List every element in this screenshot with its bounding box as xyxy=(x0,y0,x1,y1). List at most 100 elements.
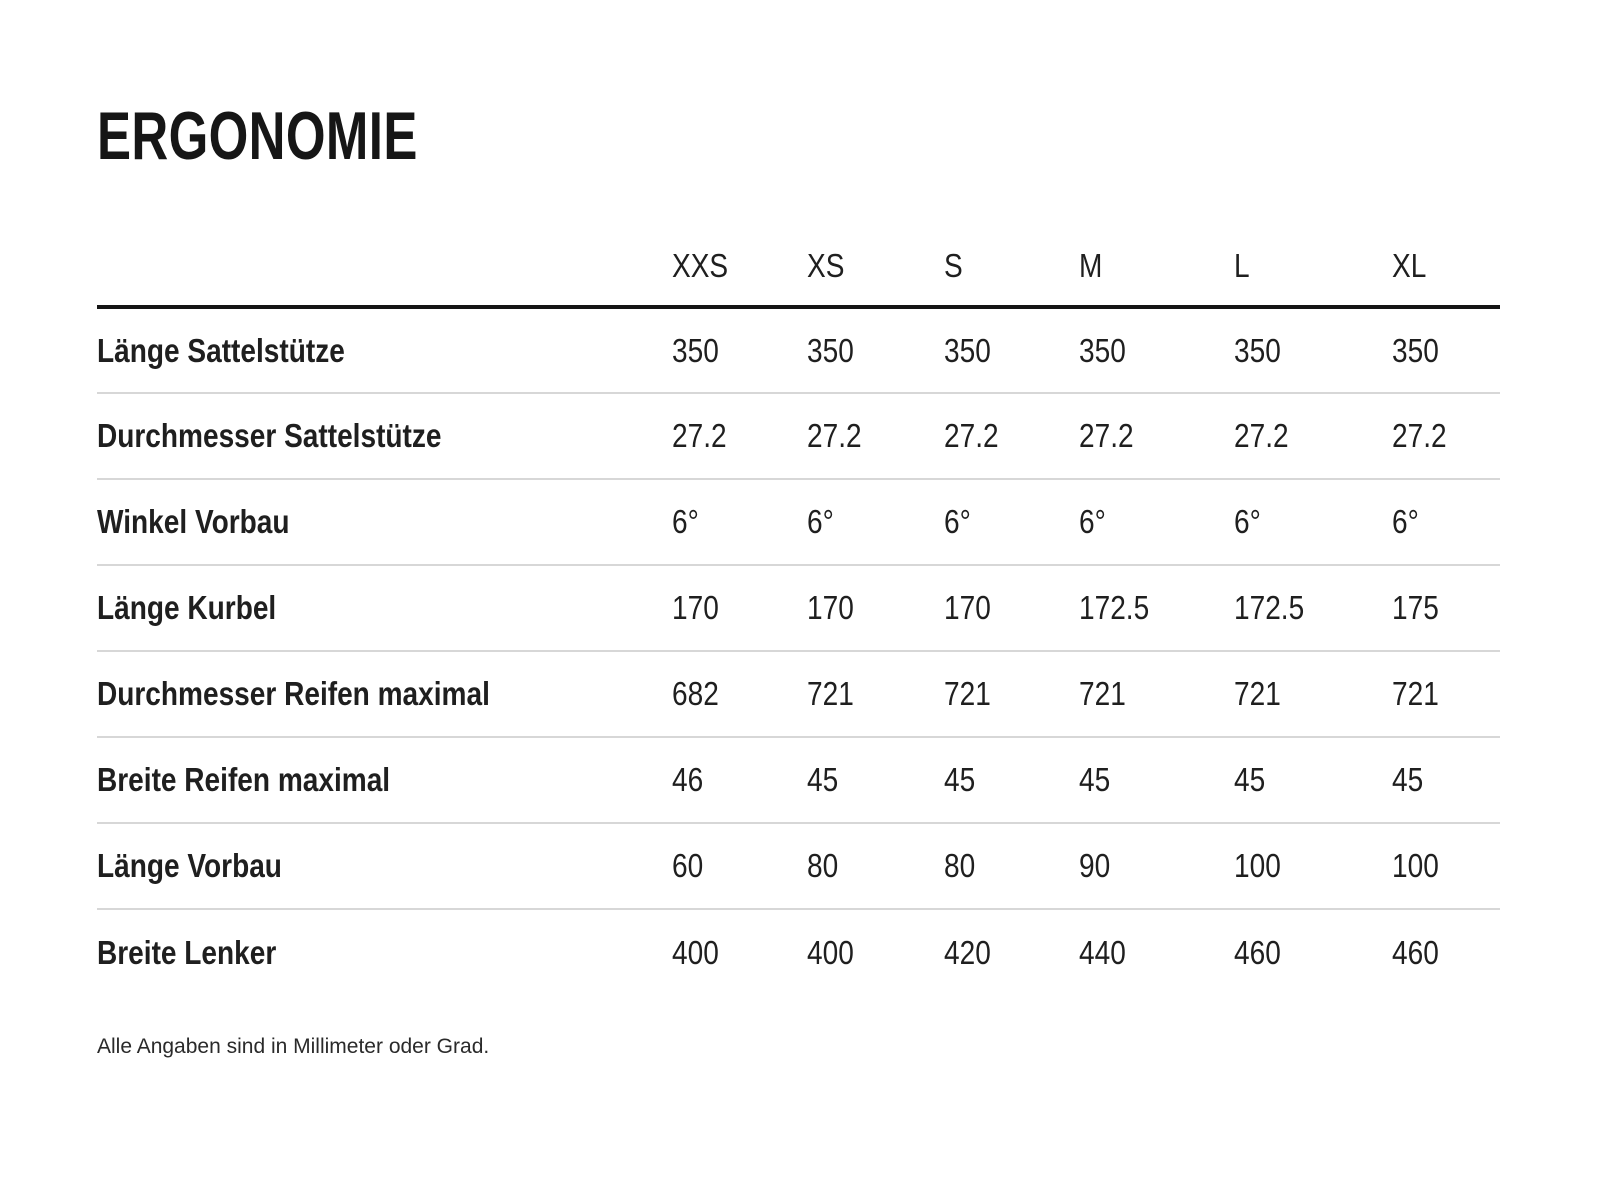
spec-value: 6° xyxy=(1234,479,1392,566)
spec-value: 6° xyxy=(672,479,807,566)
spec-value: 721 xyxy=(1234,651,1392,738)
spec-value-text: 6° xyxy=(1234,503,1261,540)
row-label-text: Breite Reifen maximal xyxy=(97,761,391,798)
footnote: Alle Angaben sind in Millimeter oder Gra… xyxy=(97,1035,490,1058)
spec-value-text: 172.5 xyxy=(1079,589,1150,626)
spec-value: 27.2 xyxy=(672,393,807,480)
spec-value: 100 xyxy=(1234,823,1392,910)
spec-value-text: 27.2 xyxy=(944,417,999,454)
spec-value-text: 6° xyxy=(807,503,834,540)
spec-value: 6° xyxy=(807,479,944,566)
row-label-text: Winkel Vorbau xyxy=(97,503,290,540)
row-label-text: Durchmesser Sattelstütze xyxy=(97,417,442,454)
ergonomics-spec-table: XXS XS S M L XL Länge Sattelstütze 350 3… xyxy=(97,226,1500,995)
spec-value-text: 350 xyxy=(944,331,991,369)
spec-value: 6° xyxy=(1392,479,1500,566)
spec-value-text: 100 xyxy=(1234,847,1281,884)
row-label: Winkel Vorbau xyxy=(97,479,672,566)
spec-value-text: 460 xyxy=(1392,933,1439,971)
column-header-label: L xyxy=(1234,246,1250,284)
spec-value-text: 350 xyxy=(1234,331,1281,369)
spec-value: 45 xyxy=(807,737,944,824)
spec-value-text: 45 xyxy=(1392,761,1424,798)
table-row: Länge Vorbau 60 80 80 90 100 100 xyxy=(97,823,1500,910)
spec-value: 175 xyxy=(1392,565,1500,652)
spec-value-text: 170 xyxy=(807,589,854,626)
spec-value: 172.5 xyxy=(1079,565,1234,652)
spec-value: 350 xyxy=(944,307,1079,394)
spec-value-text: 440 xyxy=(1079,933,1126,971)
row-label-text: Länge Vorbau xyxy=(97,847,282,884)
row-label: Durchmesser Reifen maximal xyxy=(97,651,672,738)
spec-value-text: 350 xyxy=(672,331,719,369)
table-row: Durchmesser Sattelstütze 27.2 27.2 27.2 … xyxy=(97,393,1500,480)
column-header-label: XS xyxy=(807,246,845,284)
spec-value: 460 xyxy=(1392,909,1500,995)
spec-value: 100 xyxy=(1392,823,1500,910)
column-header-xxs: XXS xyxy=(672,226,807,309)
spec-value: 721 xyxy=(944,651,1079,738)
spec-value-text: 27.2 xyxy=(672,417,727,454)
spec-value: 170 xyxy=(944,565,1079,652)
spec-value-text: 721 xyxy=(1234,675,1281,712)
row-label-text: Länge Sattelstütze xyxy=(97,331,345,369)
column-header-xs: XS xyxy=(807,226,944,309)
spec-value-text: 350 xyxy=(1079,331,1126,369)
spec-value: 45 xyxy=(1392,737,1500,824)
spec-value-text: 721 xyxy=(1392,675,1439,712)
spec-value: 27.2 xyxy=(807,393,944,480)
spec-value: 350 xyxy=(672,307,807,394)
header-spacer xyxy=(97,226,672,309)
row-label: Länge Vorbau xyxy=(97,823,672,910)
spec-value-text: 27.2 xyxy=(1234,417,1289,454)
spec-value-text: 175 xyxy=(1392,589,1439,626)
spec-value: 350 xyxy=(807,307,944,394)
spec-value-text: 80 xyxy=(807,847,839,884)
table-row: Länge Kurbel 170 170 170 172.5 172.5 175 xyxy=(97,565,1500,652)
spec-value-text: 460 xyxy=(1234,933,1281,971)
spec-value: 350 xyxy=(1234,307,1392,394)
spec-value-text: 80 xyxy=(944,847,976,884)
spec-value: 80 xyxy=(944,823,1079,910)
table-row: Breite Reifen maximal 46 45 45 45 45 45 xyxy=(97,737,1500,824)
spec-value-text: 27.2 xyxy=(1392,417,1447,454)
row-label: Länge Sattelstütze xyxy=(97,307,672,394)
row-label: Durchmesser Sattelstütze xyxy=(97,393,672,480)
spec-value: 45 xyxy=(1079,737,1234,824)
spec-value-text: 170 xyxy=(944,589,991,626)
row-label-text: Breite Lenker xyxy=(97,933,277,971)
spec-value-text: 6° xyxy=(1392,503,1419,540)
spec-value: 27.2 xyxy=(1079,393,1234,480)
spec-value: 45 xyxy=(944,737,1079,824)
spec-value-text: 100 xyxy=(1392,847,1439,884)
spec-value-text: 420 xyxy=(944,933,991,971)
spec-value: 721 xyxy=(1392,651,1500,738)
spec-value-text: 27.2 xyxy=(807,417,862,454)
row-label: Länge Kurbel xyxy=(97,565,672,652)
spec-value-text: 400 xyxy=(807,933,854,971)
spec-value: 721 xyxy=(1079,651,1234,738)
spec-value-text: 721 xyxy=(944,675,991,712)
spec-value-text: 350 xyxy=(807,331,854,369)
spec-value: 420 xyxy=(944,909,1079,995)
spec-value-text: 45 xyxy=(944,761,976,798)
column-header-s: S xyxy=(944,226,1079,309)
spec-value: 27.2 xyxy=(1392,393,1500,480)
column-header-xl: XL xyxy=(1392,226,1500,309)
spec-value: 350 xyxy=(1392,307,1500,394)
spec-value: 80 xyxy=(807,823,944,910)
spec-value: 46 xyxy=(672,737,807,824)
column-header-label: M xyxy=(1079,246,1103,284)
spec-value: 682 xyxy=(672,651,807,738)
spec-value-text: 682 xyxy=(672,675,719,712)
spec-value: 45 xyxy=(1234,737,1392,824)
table-row: Länge Sattelstütze 350 350 350 350 350 3… xyxy=(97,307,1500,394)
spec-value: 27.2 xyxy=(944,393,1079,480)
spec-value: 170 xyxy=(807,565,944,652)
column-header-label: S xyxy=(944,246,963,284)
spec-value: 460 xyxy=(1234,909,1392,995)
column-header-l: L xyxy=(1234,226,1392,309)
row-label: Breite Reifen maximal xyxy=(97,737,672,824)
spec-value: 350 xyxy=(1079,307,1234,394)
page: ERGONOMIE XXS XS S M L XL Länge Sattelst… xyxy=(97,102,1500,1058)
